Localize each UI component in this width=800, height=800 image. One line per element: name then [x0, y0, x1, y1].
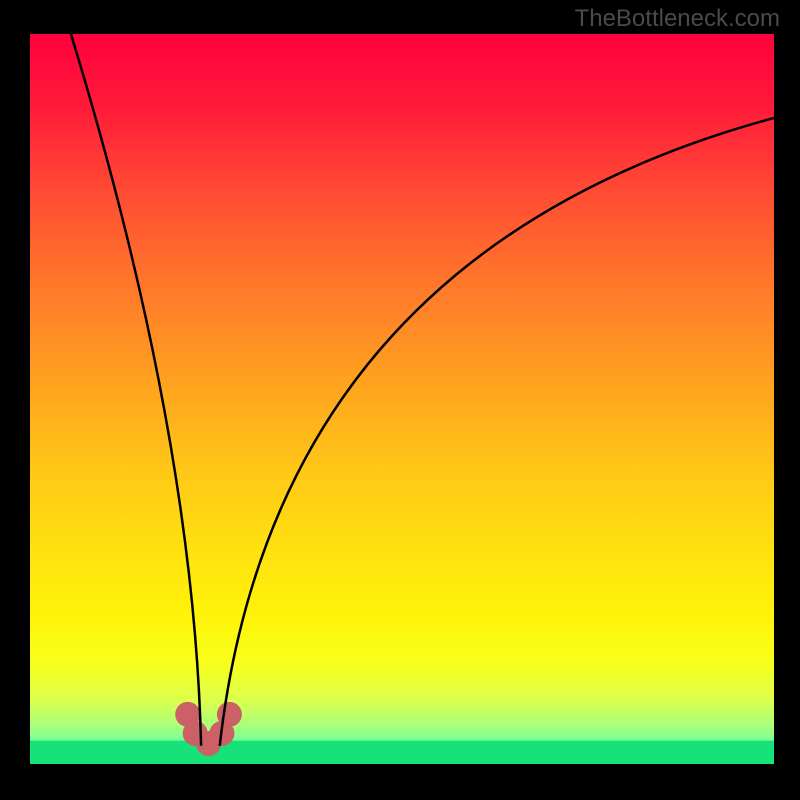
- green-bottom-band: [30, 741, 774, 764]
- figure-root: TheBottleneck.com: [0, 0, 800, 800]
- curve-right-branch: [220, 118, 774, 746]
- watermark-text: TheBottleneck.com: [575, 5, 780, 33]
- marker-dot: [217, 702, 242, 727]
- plot-area: [30, 34, 774, 764]
- curve-layer: [30, 34, 774, 764]
- curve-left-branch: [71, 34, 201, 746]
